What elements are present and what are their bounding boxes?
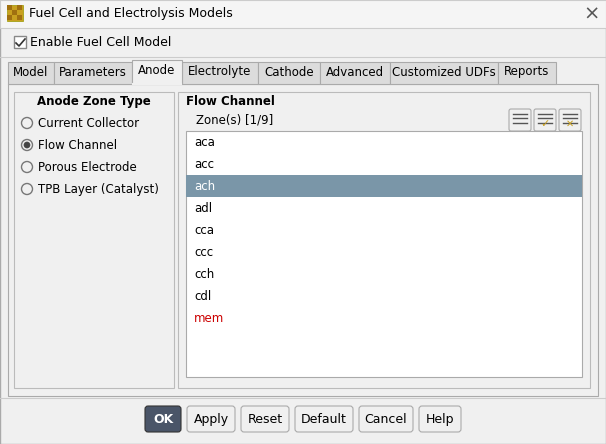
Text: Fuel Cell and Electrolysis Models: Fuel Cell and Electrolysis Models <box>29 8 233 20</box>
Circle shape <box>21 139 33 151</box>
Bar <box>54 62 132 84</box>
Text: cdl: cdl <box>194 289 211 302</box>
Bar <box>8 84 598 396</box>
FancyBboxPatch shape <box>509 109 531 131</box>
FancyBboxPatch shape <box>559 109 581 131</box>
Text: Porous Electrode: Porous Electrode <box>38 160 137 174</box>
Text: ccc: ccc <box>194 246 213 258</box>
Text: Current Collector: Current Collector <box>38 116 139 130</box>
Text: Default: Default <box>301 412 347 425</box>
Bar <box>498 62 556 84</box>
Circle shape <box>24 142 30 148</box>
Bar <box>320 62 390 84</box>
Text: TPB Layer (Catalyst): TPB Layer (Catalyst) <box>38 182 159 195</box>
Bar <box>12 10 17 15</box>
Text: ach: ach <box>194 179 215 193</box>
Text: Flow Channel: Flow Channel <box>38 139 117 151</box>
Bar <box>186 131 582 377</box>
Text: Electrolyte: Electrolyte <box>188 66 251 79</box>
FancyBboxPatch shape <box>419 406 461 432</box>
Text: Reset: Reset <box>247 412 282 425</box>
Text: ✓: ✓ <box>541 119 550 129</box>
Text: Zone(s) [1/9]: Zone(s) [1/9] <box>196 114 273 127</box>
Bar <box>182 62 258 84</box>
Bar <box>14 36 26 48</box>
Text: Cathode: Cathode <box>264 66 314 79</box>
Text: Flow Channel: Flow Channel <box>186 95 275 107</box>
Text: Enable Fuel Cell Model: Enable Fuel Cell Model <box>30 36 171 48</box>
Bar <box>258 62 320 84</box>
FancyBboxPatch shape <box>187 406 235 432</box>
Bar <box>132 60 182 84</box>
Bar <box>186 175 582 197</box>
Text: OK: OK <box>153 412 173 425</box>
FancyBboxPatch shape <box>241 406 289 432</box>
Bar <box>390 62 498 84</box>
Text: Reports: Reports <box>504 66 550 79</box>
Bar <box>7 5 23 21</box>
Text: acc: acc <box>194 158 214 170</box>
Bar <box>17 15 22 20</box>
FancyBboxPatch shape <box>145 406 181 432</box>
Circle shape <box>21 183 33 194</box>
FancyBboxPatch shape <box>534 109 556 131</box>
FancyBboxPatch shape <box>295 406 353 432</box>
Text: Anode: Anode <box>138 64 176 78</box>
Text: cch: cch <box>194 267 215 281</box>
Bar <box>7 5 12 10</box>
Text: Help: Help <box>426 412 454 425</box>
Text: Customized UDFs: Customized UDFs <box>392 66 496 79</box>
Text: Anode Zone Type: Anode Zone Type <box>37 95 151 107</box>
Text: ×: × <box>584 4 600 24</box>
Text: adl: adl <box>194 202 212 214</box>
Bar <box>8 62 54 84</box>
Text: cca: cca <box>194 223 214 237</box>
FancyBboxPatch shape <box>359 406 413 432</box>
Bar <box>7 15 12 20</box>
Text: Model: Model <box>13 66 48 79</box>
Text: Parameters: Parameters <box>59 66 127 79</box>
Bar <box>0 0 606 28</box>
Bar <box>14 92 174 388</box>
Text: Apply: Apply <box>193 412 228 425</box>
Circle shape <box>21 118 33 128</box>
Bar <box>178 92 590 388</box>
Text: ✕: ✕ <box>566 119 574 129</box>
Text: Cancel: Cancel <box>365 412 407 425</box>
Text: Advanced: Advanced <box>326 66 384 79</box>
Text: mem: mem <box>194 312 224 325</box>
Bar <box>17 5 22 10</box>
Text: aca: aca <box>194 135 215 148</box>
Circle shape <box>21 162 33 173</box>
